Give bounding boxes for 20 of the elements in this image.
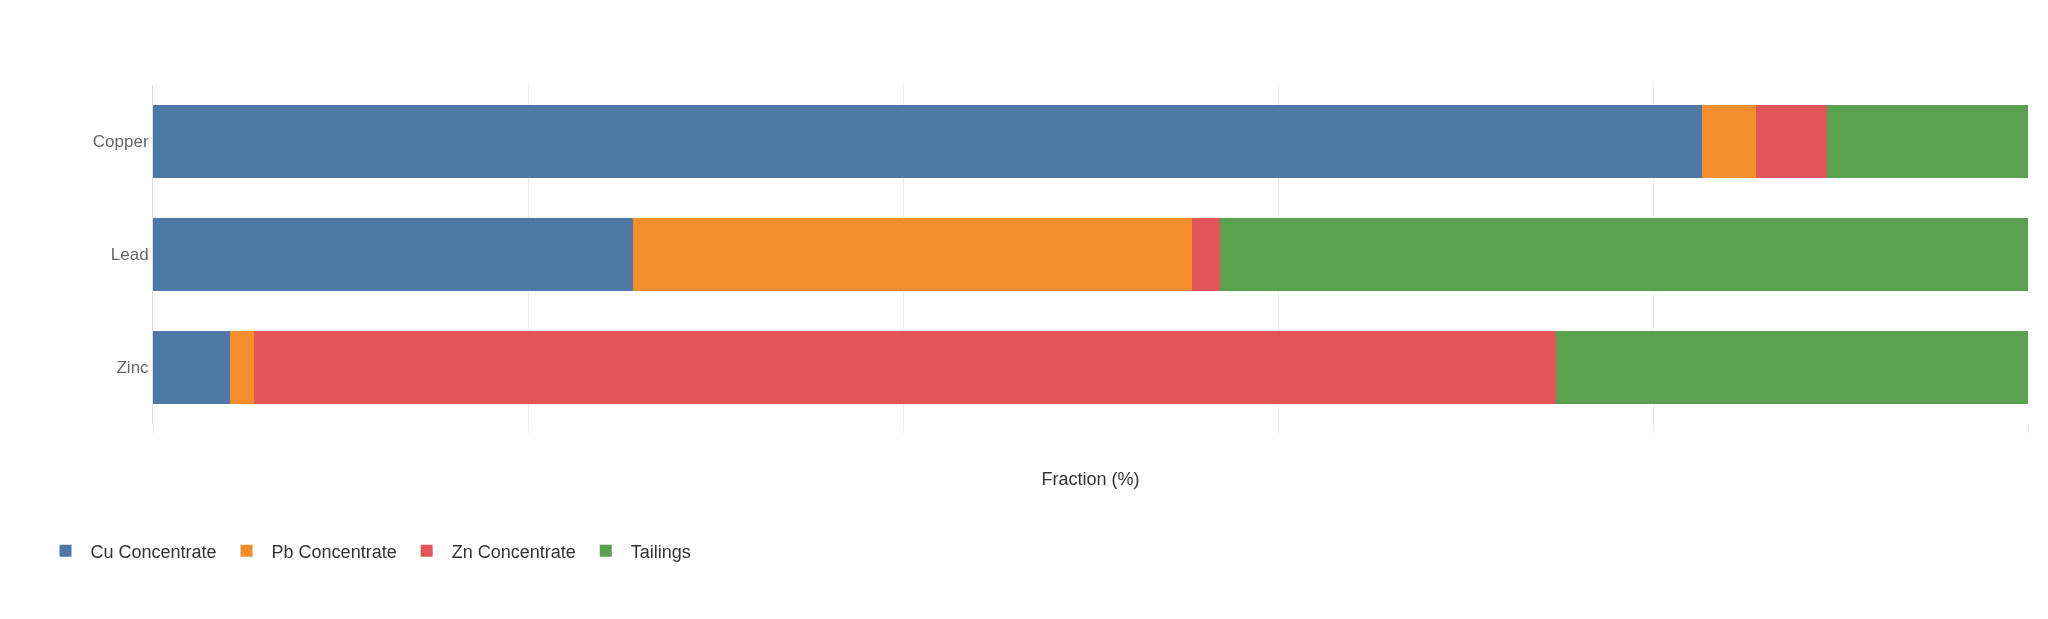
bar — [1701, 105, 1757, 178]
y-tick-label: Lead — [110, 245, 149, 265]
bar — [633, 218, 1192, 291]
bar — [229, 331, 255, 404]
bar — [1827, 105, 2028, 178]
bar — [153, 331, 230, 404]
bar — [1191, 218, 1220, 291]
x-axis-title: Fraction (%) — [1041, 469, 1140, 490]
y-tick-label: Copper — [92, 132, 149, 152]
y-tick-label: Zinc — [116, 358, 150, 378]
bar — [254, 331, 1556, 404]
bar — [1756, 105, 1828, 178]
legend-label: Cu Concentrate — [90, 541, 217, 562]
legend-label: Tailings — [630, 541, 691, 562]
bar — [153, 218, 633, 291]
bar — [153, 105, 1702, 178]
legend-label: Zn Concentrate — [451, 541, 576, 562]
bar — [1219, 218, 2028, 291]
bar — [1555, 331, 2028, 404]
legend-label: Pb Concentrate — [271, 541, 397, 562]
